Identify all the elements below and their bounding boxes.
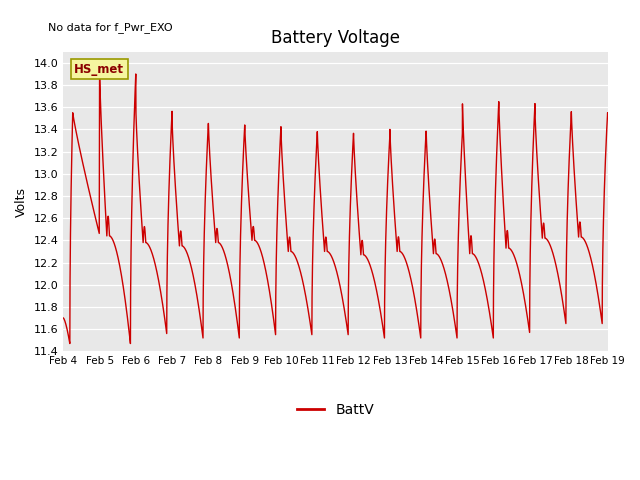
Title: Battery Voltage: Battery Voltage xyxy=(271,29,400,48)
Y-axis label: Volts: Volts xyxy=(15,187,28,216)
Text: HS_met: HS_met xyxy=(74,63,124,76)
Legend: BattV: BattV xyxy=(291,397,380,422)
Text: No data for f_Pwr_EXO: No data for f_Pwr_EXO xyxy=(48,22,173,33)
